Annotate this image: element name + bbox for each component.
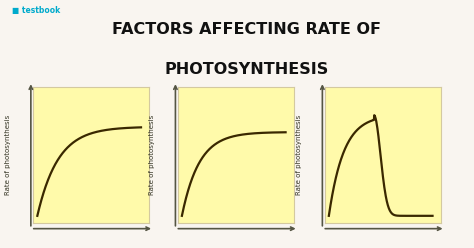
Text: ■ testbook: ■ testbook bbox=[12, 6, 60, 15]
Text: Rate of photosynthesis: Rate of photosynthesis bbox=[296, 115, 302, 195]
Text: Rate of photosynthesis: Rate of photosynthesis bbox=[149, 115, 155, 195]
Text: PHOTOSYNTHESIS: PHOTOSYNTHESIS bbox=[164, 62, 328, 77]
Text: Rate of photosynthesis: Rate of photosynthesis bbox=[5, 115, 10, 195]
Text: FACTORS AFFECTING RATE OF: FACTORS AFFECTING RATE OF bbox=[112, 22, 381, 37]
